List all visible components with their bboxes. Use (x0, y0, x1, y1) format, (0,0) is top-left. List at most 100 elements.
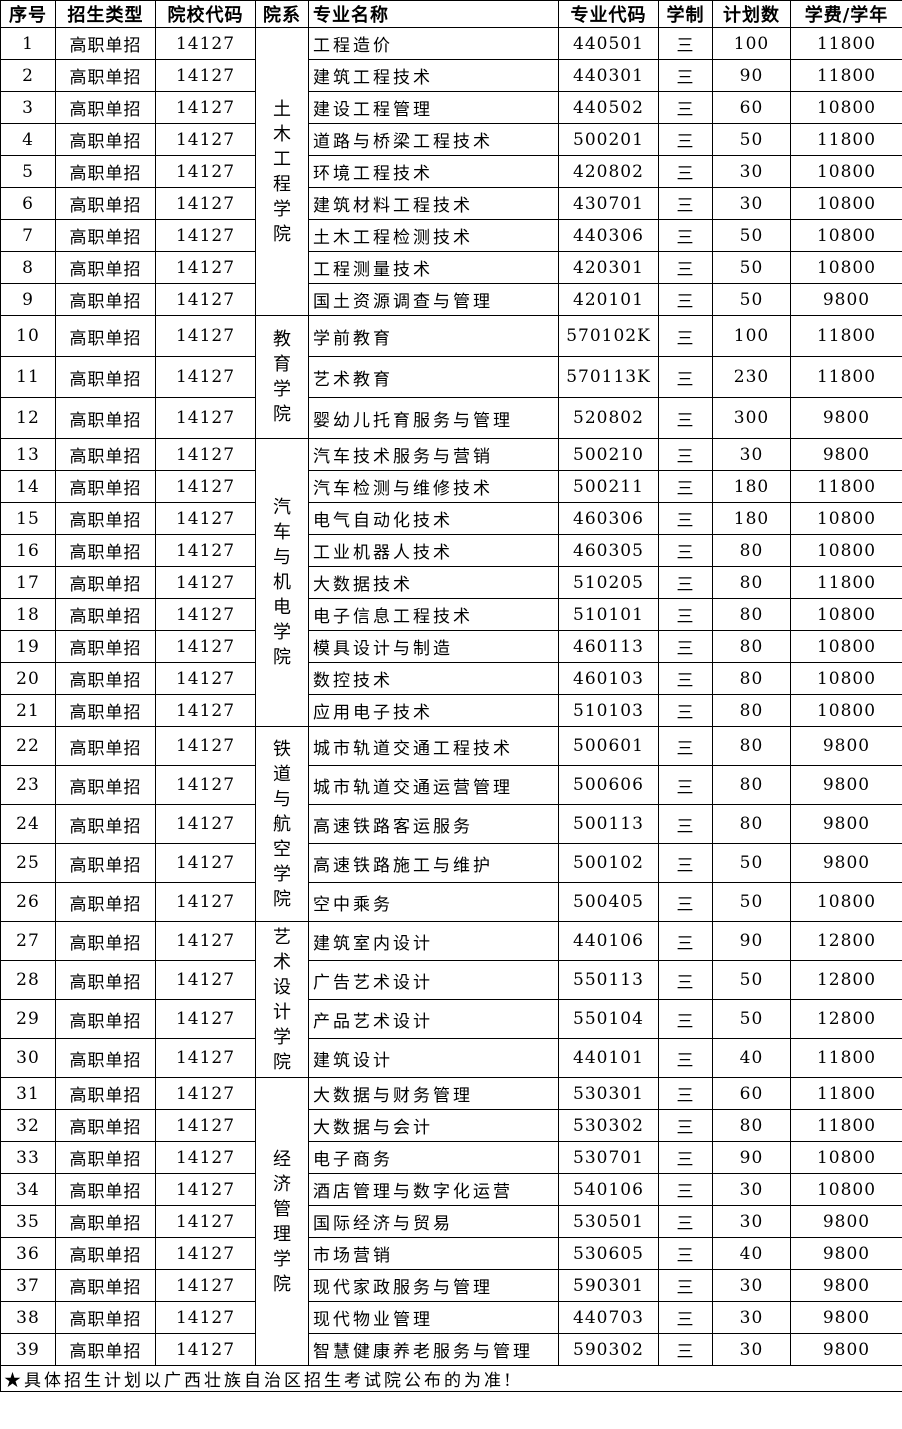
cell-seq: 36 (0, 1237, 56, 1270)
cell-major: 学前教育 (308, 315, 559, 357)
cell-school-code: 14127 (155, 960, 256, 1000)
table-row: 36 高职单招 14127 市场营销 530605 三 40 9800 (0, 1237, 902, 1270)
cell-school-code: 14127 (155, 1237, 256, 1270)
cell-fee: 10800 (790, 502, 902, 535)
cell-type: 高职单招 (55, 630, 156, 663)
cell-seq: 22 (0, 726, 56, 766)
cell-major-code: 440502 (558, 91, 659, 124)
cell-years: 三 (658, 1333, 713, 1366)
cell-years: 三 (658, 598, 713, 631)
header-type: 招生类型 (55, 0, 156, 28)
cell-major: 工程造价 (308, 27, 559, 60)
cell-fee: 10800 (790, 882, 902, 922)
table-row: 5 高职单招 14127 环境工程技术 420802 三 30 10800 (0, 155, 902, 188)
cell-major-code: 430701 (558, 187, 659, 220)
cell-fee: 10800 (790, 534, 902, 567)
cell-type: 高职单招 (55, 1077, 156, 1110)
cell-plan: 30 (712, 187, 791, 220)
header-plan: 计划数 (712, 0, 791, 28)
cell-school-code: 14127 (155, 726, 256, 766)
table-row: 9 高职单招 14127 国土资源调查与管理 420101 三 50 9800 (0, 283, 902, 316)
cell-plan: 30 (712, 1205, 791, 1238)
cell-fee: 12800 (790, 921, 902, 961)
cell-years: 三 (658, 534, 713, 567)
cell-seq: 3 (0, 91, 56, 124)
cell-fee: 10800 (790, 694, 902, 727)
cell-plan: 80 (712, 566, 791, 599)
table-row: 28 高职单招 14127 广告艺术设计 550113 三 50 12800 (0, 960, 902, 1000)
cell-fee: 9800 (790, 438, 902, 471)
cell-years: 三 (658, 1173, 713, 1206)
cell-type: 高职单招 (55, 598, 156, 631)
cell-major: 汽车检测与维修技术 (308, 470, 559, 503)
cell-seq: 12 (0, 397, 56, 439)
cell-fee: 9800 (790, 1333, 902, 1366)
cell-plan: 50 (712, 882, 791, 922)
cell-school-code: 14127 (155, 630, 256, 663)
dept-name: 经济管理学院 (272, 1148, 291, 1295)
cell-major-code: 530501 (558, 1205, 659, 1238)
cell-fee: 10800 (790, 219, 902, 252)
cell-seq: 26 (0, 882, 56, 922)
cell-seq: 6 (0, 187, 56, 220)
cell-fee: 9800 (790, 843, 902, 883)
table-row: 4 高职单招 14127 道路与桥梁工程技术 500201 三 50 11800 (0, 123, 902, 156)
cell-school-code: 14127 (155, 1173, 256, 1206)
cell-major-code: 500606 (558, 765, 659, 805)
cell-school-code: 14127 (155, 662, 256, 695)
cell-dept: 经济管理学院 (255, 1077, 309, 1366)
cell-major-code: 420301 (558, 251, 659, 284)
cell-school-code: 14127 (155, 765, 256, 805)
cell-school-code: 14127 (155, 1141, 256, 1174)
cell-school-code: 14127 (155, 187, 256, 220)
cell-major: 大数据与财务管理 (308, 1077, 559, 1110)
cell-major: 电子信息工程技术 (308, 598, 559, 631)
cell-type: 高职单招 (55, 921, 156, 961)
cell-major: 市场营销 (308, 1237, 559, 1270)
cell-major-code: 510205 (558, 566, 659, 599)
cell-major: 婴幼儿托育服务与管理 (308, 397, 559, 439)
cell-seq: 32 (0, 1109, 56, 1142)
cell-major: 酒店管理与数字化运营 (308, 1173, 559, 1206)
cell-major-code: 500210 (558, 438, 659, 471)
cell-type: 高职单招 (55, 1237, 156, 1270)
cell-major-code: 550113 (558, 960, 659, 1000)
cell-plan: 40 (712, 1038, 791, 1078)
cell-fee: 11800 (790, 1109, 902, 1142)
cell-seq: 38 (0, 1301, 56, 1334)
cell-years: 三 (658, 187, 713, 220)
cell-major-code: 530301 (558, 1077, 659, 1110)
cell-dept: 汽车与机电学院 (255, 438, 309, 727)
cell-seq: 37 (0, 1269, 56, 1302)
cell-major-code: 500113 (558, 804, 659, 844)
cell-seq: 10 (0, 315, 56, 357)
cell-dept: 土木工程学院 (255, 27, 309, 316)
cell-fee: 10800 (790, 598, 902, 631)
cell-type: 高职单招 (55, 91, 156, 124)
cell-major-code: 440501 (558, 27, 659, 60)
cell-fee: 10800 (790, 251, 902, 284)
cell-dept: 铁道与航空学院 (255, 726, 309, 922)
cell-fee: 11800 (790, 315, 902, 357)
cell-plan: 30 (712, 1269, 791, 1302)
cell-type: 高职单招 (55, 694, 156, 727)
cell-type: 高职单招 (55, 1301, 156, 1334)
cell-years: 三 (658, 1205, 713, 1238)
cell-seq: 27 (0, 921, 56, 961)
cell-major: 城市轨道交通运营管理 (308, 765, 559, 805)
table-row: 29 高职单招 14127 产品艺术设计 550104 三 50 12800 (0, 999, 902, 1039)
cell-seq: 5 (0, 155, 56, 188)
cell-plan: 30 (712, 438, 791, 471)
cell-type: 高职单招 (55, 765, 156, 805)
table-row: 39 高职单招 14127 智慧健康养老服务与管理 590302 三 30 9800 (0, 1333, 902, 1366)
cell-dept: 艺术设计学院 (255, 921, 309, 1078)
cell-years: 三 (658, 921, 713, 961)
cell-major: 电子商务 (308, 1141, 559, 1174)
cell-school-code: 14127 (155, 251, 256, 284)
cell-years: 三 (658, 1269, 713, 1302)
cell-fee: 9800 (790, 283, 902, 316)
cell-years: 三 (658, 1038, 713, 1078)
cell-major-code: 570113K (558, 356, 659, 398)
table-row: 15 高职单招 14127 电气自动化技术 460306 三 180 10800 (0, 502, 902, 535)
cell-years: 三 (658, 1077, 713, 1110)
